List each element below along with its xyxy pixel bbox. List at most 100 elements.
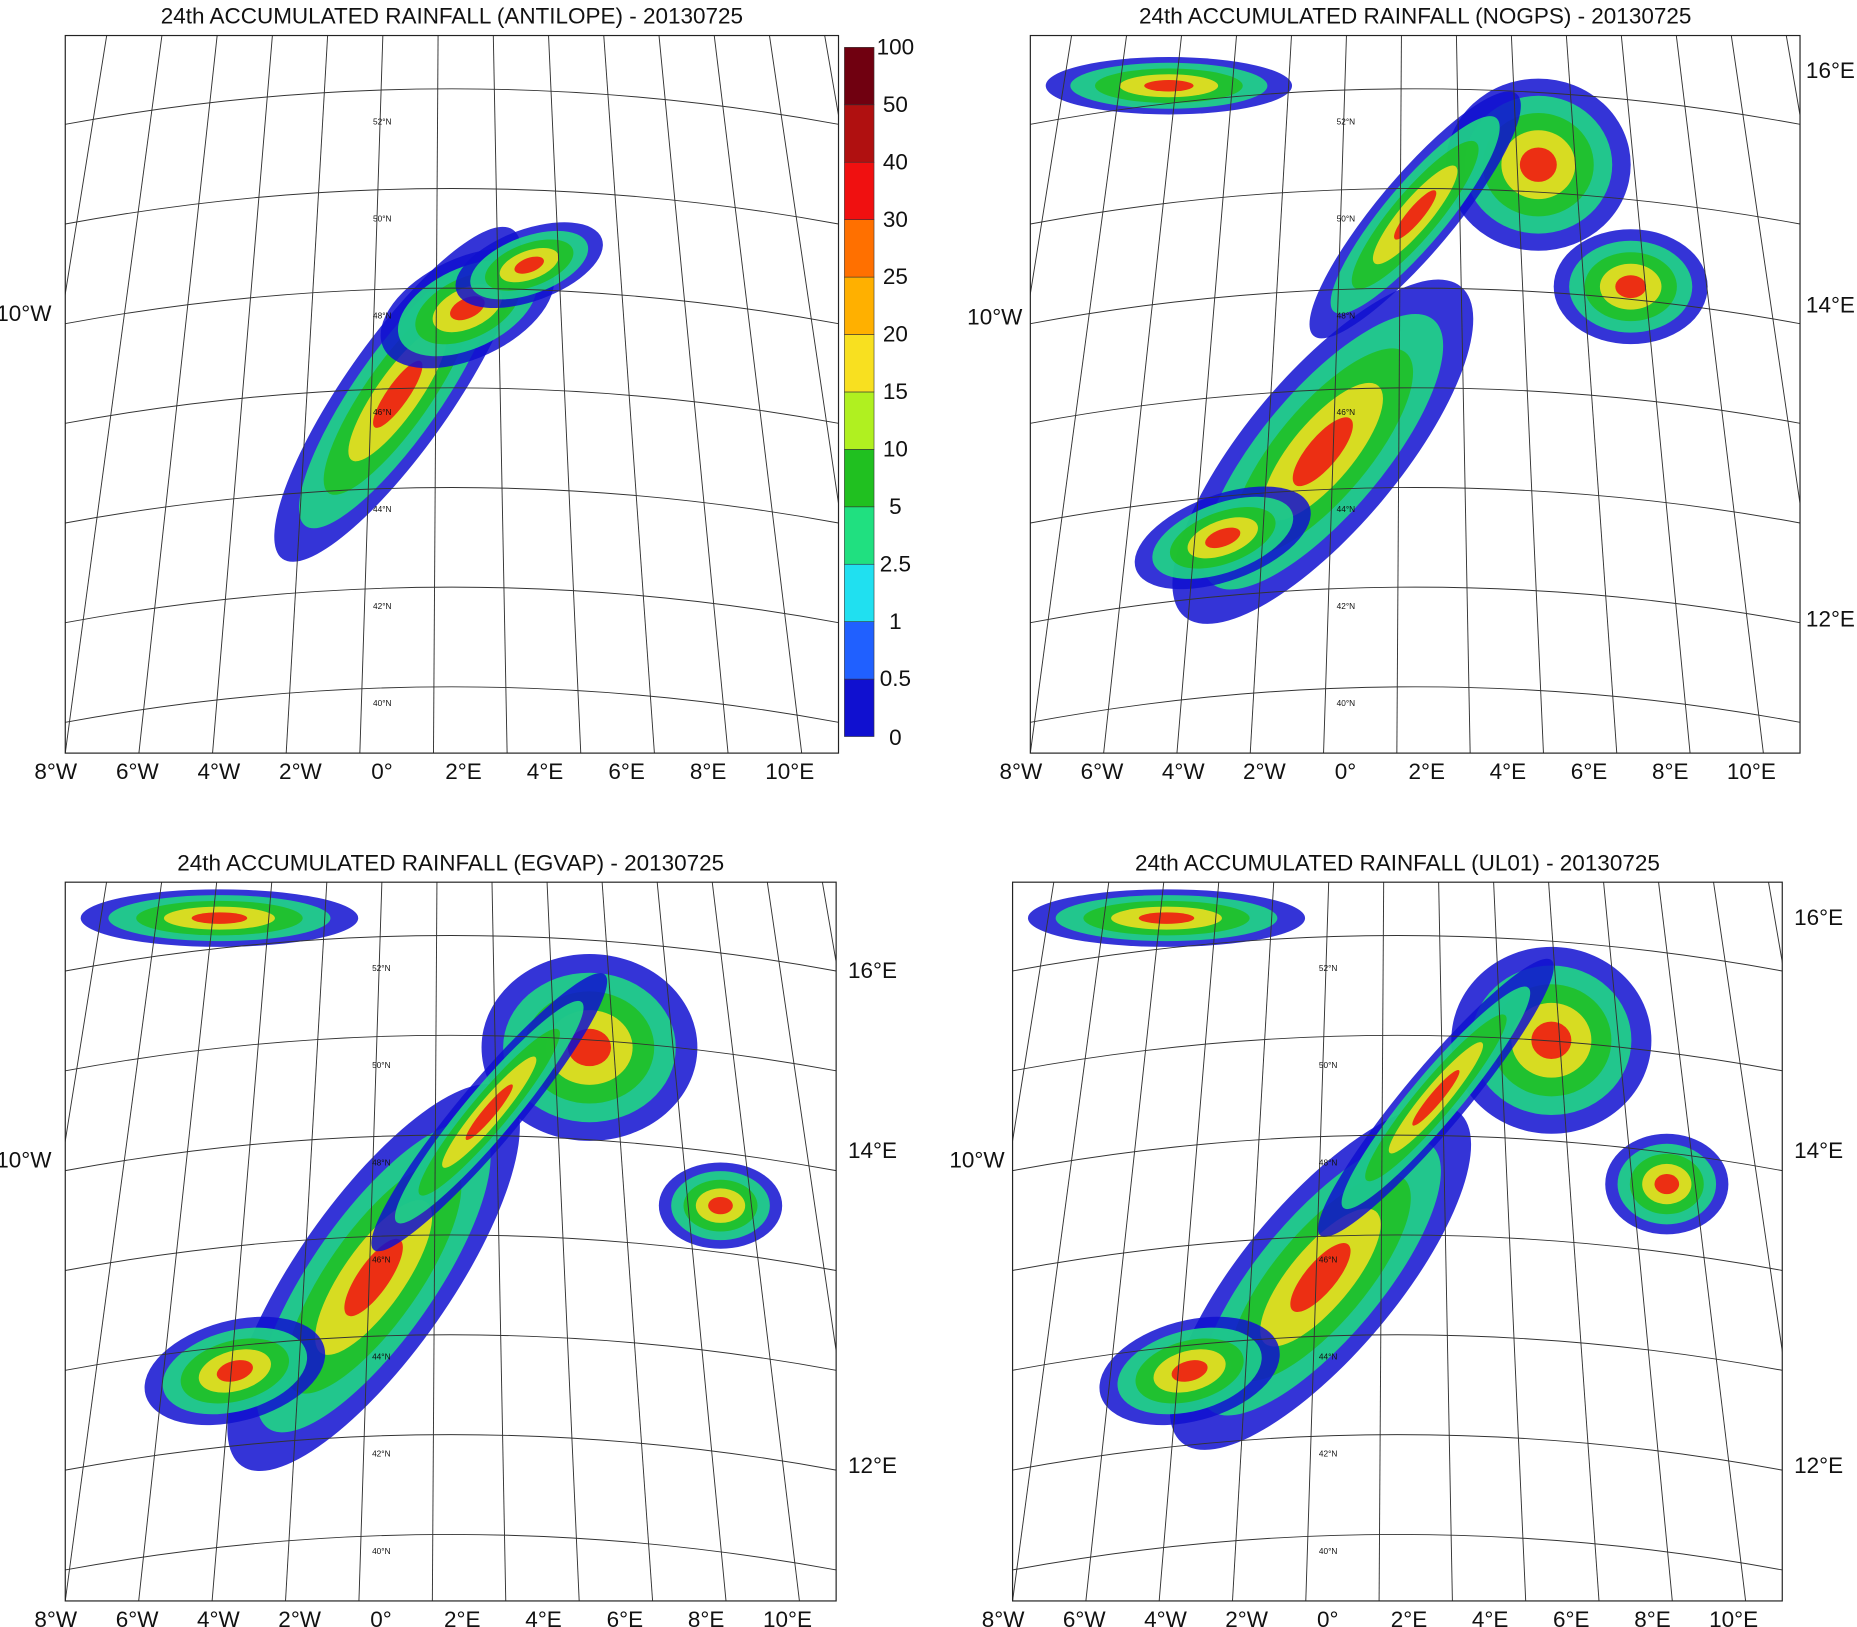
meridian <box>0 882 52 1601</box>
parallel <box>1030 686 1801 723</box>
parallel <box>1030 387 1801 424</box>
inner-lat-label: 50°N <box>373 214 391 223</box>
inner-lat-label: 44°N <box>1337 505 1355 514</box>
colorbar-label: 25 <box>883 264 908 289</box>
parallel <box>1012 1533 1783 1571</box>
lon-label: 4°W <box>198 759 241 784</box>
map-panel <box>65 35 839 754</box>
panel-title: 24th ACCUMULATED RAINFALL (EGVAP) - 2013… <box>177 850 724 875</box>
meridian <box>1438 882 1453 1601</box>
lon-label: 2°W <box>279 759 322 784</box>
parallel <box>65 686 839 723</box>
lon-label: 2°W <box>278 1607 321 1627</box>
lon-label: 0° <box>371 759 393 784</box>
meridian <box>711 882 800 1601</box>
lon-label: 4°W <box>1144 1607 1187 1627</box>
meridian <box>431 882 438 1601</box>
lon-label: 8°W <box>34 1607 77 1627</box>
rain-area <box>1519 147 1557 182</box>
meridian <box>359 35 384 754</box>
map-panel <box>1012 882 1783 1601</box>
meridian <box>1510 35 1544 754</box>
rain-area <box>708 1197 733 1215</box>
lon-label: 2°E <box>444 1607 481 1627</box>
colorbar-swatch <box>844 621 875 680</box>
parallel <box>1012 1134 1783 1172</box>
meridian <box>658 35 729 754</box>
colorbar-swatch <box>844 678 875 737</box>
lon-label: 8°W <box>34 759 77 784</box>
meridian <box>65 882 163 1601</box>
parallel <box>1030 586 1801 624</box>
meridian <box>1675 35 1764 754</box>
inner-lat-label: 48°N <box>372 1158 390 1167</box>
meridian <box>546 882 580 1601</box>
inner-lat-label: 52°N <box>1319 964 1337 973</box>
lon-label: 0° <box>370 1607 392 1627</box>
lat-label-left: 10°W <box>949 1148 1005 1173</box>
parallel <box>1012 1034 1783 1072</box>
rain-area <box>1290 1243 1351 1312</box>
meridian <box>603 35 655 754</box>
colorbar-label: 0 <box>889 725 902 750</box>
parallel <box>65 1533 837 1571</box>
inner-lat-label: 46°N <box>372 1255 390 1264</box>
meridian <box>1565 35 1618 754</box>
inner-lat-label: 42°N <box>1337 602 1355 611</box>
lon-label: 10°E <box>1709 1607 1758 1627</box>
meridian <box>1603 882 1673 1601</box>
meridian <box>656 882 727 1601</box>
parallel <box>65 287 839 325</box>
parallel <box>65 1334 837 1371</box>
lon-label: 8°W <box>982 1607 1025 1627</box>
meridian <box>1455 35 1471 754</box>
meridian <box>1249 35 1292 754</box>
lon-label: 6°W <box>1081 759 1124 784</box>
colorbar-label: 30 <box>883 207 908 232</box>
rain-area <box>514 256 544 274</box>
meridian <box>713 35 803 754</box>
inner-lat-label: 52°N <box>373 117 391 126</box>
rain-area <box>1144 80 1194 92</box>
meridian <box>65 35 163 754</box>
parallel <box>65 88 839 125</box>
meridian <box>138 882 218 1601</box>
lon-label: 8°E <box>688 1607 725 1627</box>
rain-area <box>373 360 423 428</box>
lon-label: 4°E <box>1490 759 1527 784</box>
lat-label-right: 14°E <box>1794 1138 1843 1163</box>
panel-frame <box>64 881 837 1602</box>
colorbar-swatch <box>844 334 875 393</box>
meridian <box>1378 882 1385 1601</box>
meridian <box>138 35 218 754</box>
inner-lat-label: 40°N <box>1337 699 1355 708</box>
parallel <box>1030 188 1801 225</box>
colorbar-label: 5 <box>889 494 902 519</box>
lon-label: 2°E <box>445 759 482 784</box>
meridian <box>821 882 837 965</box>
meridian <box>1785 35 1801 119</box>
lon-label: 2°E <box>1408 759 1445 784</box>
meridian <box>768 35 839 507</box>
parallel <box>1012 1434 1783 1471</box>
lon-label: 4°E <box>527 759 564 784</box>
inner-lat-label: 42°N <box>1319 1450 1337 1459</box>
rain-area <box>1615 275 1647 299</box>
meridian <box>285 882 328 1601</box>
colorbar-label: 100 <box>877 34 915 59</box>
lon-label: 6°E <box>608 759 645 784</box>
meridian <box>1012 882 1055 1144</box>
colorbar-swatch <box>844 506 875 565</box>
lon-label: 10°E <box>765 759 814 784</box>
inner-lat-label: 46°N <box>373 408 391 417</box>
colorbar-swatch <box>844 104 875 163</box>
colorbar-label: 2.5 <box>880 551 911 576</box>
lon-label: 6°W <box>116 759 159 784</box>
inner-lat-label: 42°N <box>372 1450 390 1459</box>
meridian <box>65 882 108 1144</box>
inner-lat-label: 44°N <box>373 505 391 514</box>
meridian <box>285 35 329 754</box>
panel-frame <box>64 34 840 754</box>
lat-label-left: 10°W <box>0 301 52 326</box>
rain-area <box>465 1084 513 1141</box>
